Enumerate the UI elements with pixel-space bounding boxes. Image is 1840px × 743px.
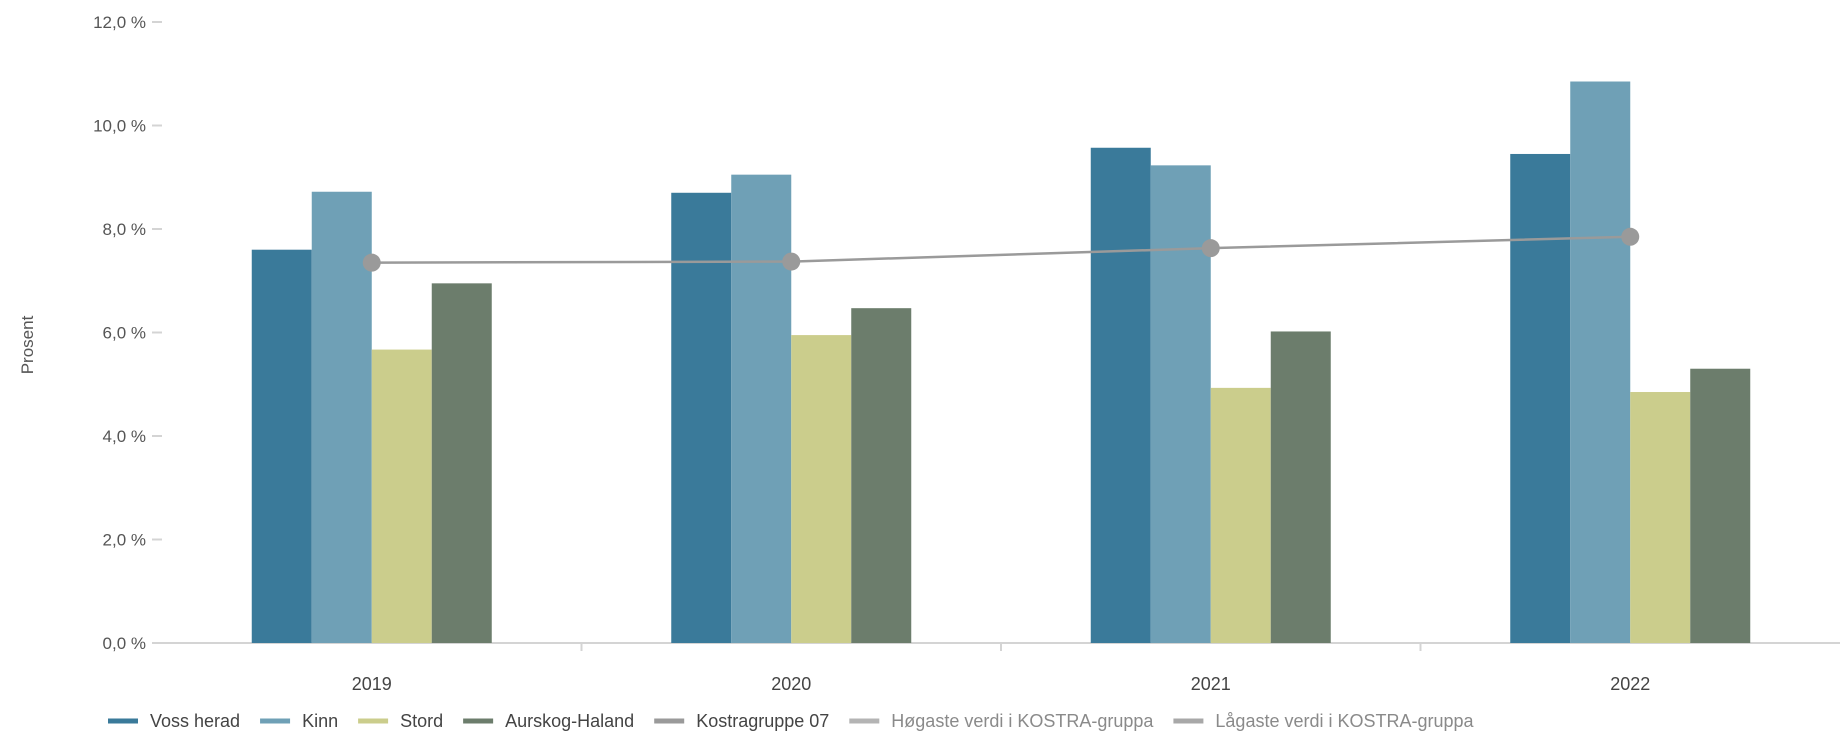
y-tick-label: 2,0 % [103,531,146,550]
bar [1270,331,1331,643]
line-series [362,227,1640,272]
bar [371,349,432,643]
bar [1570,81,1631,643]
bar [671,192,732,643]
line-point [782,252,801,271]
bar [791,335,852,643]
bar [431,283,492,643]
y-tick-label: 8,0 % [103,220,146,239]
bar [731,174,792,643]
bar [1150,165,1211,643]
legend-label: Aurskog-Haland [505,711,634,731]
bar [251,249,312,643]
bar [851,308,912,643]
legend-label: Kostragruppe 07 [696,711,829,731]
y-tick-label: 10,0 % [93,117,146,136]
x-tick-label: 2019 [352,674,392,694]
legend-label: Kinn [302,711,338,731]
y-tick-label: 6,0 % [103,324,146,343]
bar [1210,387,1271,643]
legend-label: Voss herad [150,711,240,731]
x-tick-label: 2020 [771,674,811,694]
series-line [371,235,1631,264]
bar [1090,147,1151,643]
bar [1510,153,1571,643]
bars [251,81,1751,644]
x-tick-label: 2022 [1610,674,1650,694]
legend-label: Lågaste verdi i KOSTRA-gruppa [1215,711,1474,731]
y-axis-title: Prosent [18,315,37,374]
legend: Voss herad Kinn Stord Aurskog-Haland Kostrag… [108,711,1475,731]
x-tick-label: 2021 [1191,674,1231,694]
bar [1690,368,1751,643]
line-point [362,253,381,272]
bar [311,191,372,644]
legend-label: Stord [400,711,443,731]
y-tick-label: 4,0 % [103,427,146,446]
y-tick-label: 0,0 % [103,634,146,653]
y-tick-label: 12,0 % [93,13,146,32]
line-point [1201,239,1220,258]
bar [1630,392,1691,643]
legend-label: Høgaste verdi i KOSTRA-gruppa [891,711,1154,731]
line-point [1621,227,1640,246]
